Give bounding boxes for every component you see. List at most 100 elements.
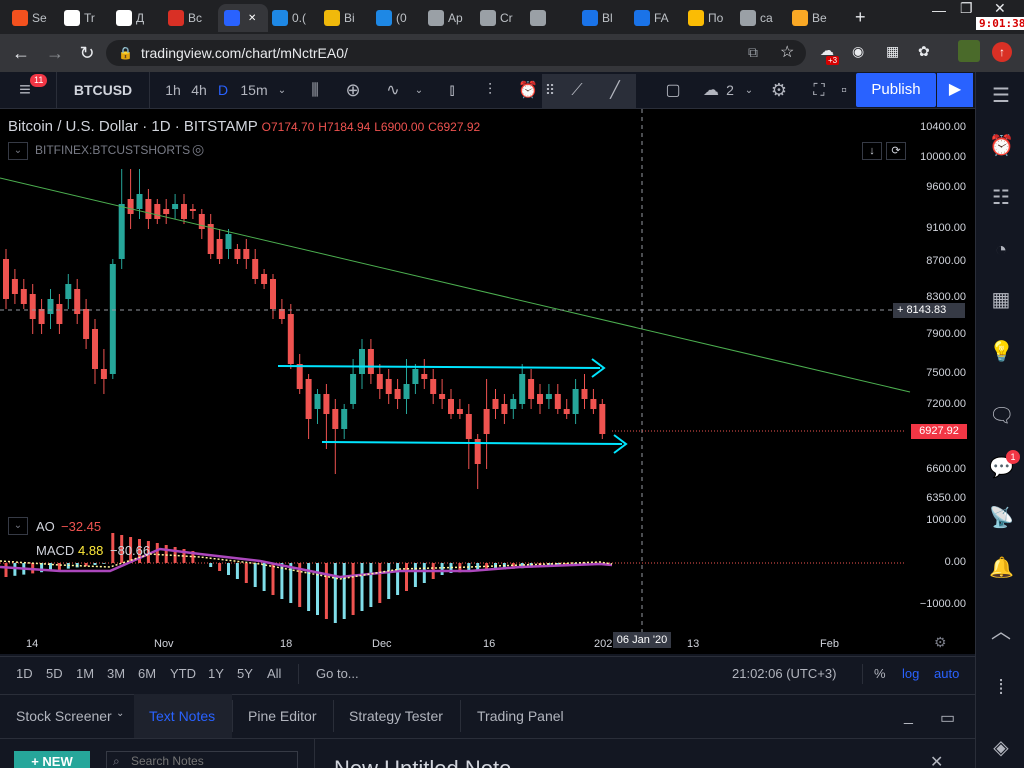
bookmark-star-icon[interactable]: ☆ bbox=[780, 44, 795, 61]
reset-chart-icon[interactable]: ⟳ bbox=[886, 142, 906, 160]
search-notes-field[interactable]: ⌕ bbox=[106, 751, 298, 768]
maximize-panel-icon[interactable]: ▭ bbox=[940, 710, 956, 727]
hide-eye-icon[interactable]: ◎ bbox=[192, 141, 205, 157]
streams-icon[interactable]: 📡 bbox=[989, 507, 1014, 529]
collapse-sidebar-icon[interactable]: ︿ bbox=[991, 621, 1011, 643]
chart-settings-gear-icon[interactable]: ⚙ bbox=[934, 634, 947, 650]
ideas-bulb-icon[interactable]: 💡 bbox=[989, 341, 1014, 363]
close-note-icon[interactable]: ✕ bbox=[930, 754, 944, 768]
add-alert-plus-icon[interactable]: + bbox=[897, 304, 904, 316]
timezone-clock[interactable]: 21:02:06 (UTC+3) bbox=[732, 666, 837, 681]
reload-icon[interactable]: ↻ bbox=[79, 43, 95, 63]
collapse-legend-icon[interactable]: ⌄ bbox=[8, 142, 28, 160]
extension-globe-icon[interactable]: ◉ bbox=[852, 43, 865, 59]
back-icon[interactable]: ← bbox=[12, 43, 30, 63]
tab-text-notes[interactable]: Text Notes bbox=[149, 708, 216, 724]
interval-4h[interactable]: 4h bbox=[191, 82, 207, 98]
interval-15m[interactable]: 15m bbox=[240, 82, 268, 98]
range-ytd[interactable]: YTD bbox=[170, 666, 196, 681]
calendar-icon[interactable]: ▦ bbox=[991, 289, 1011, 311]
alert-icon[interactable]: ⏰ bbox=[518, 82, 538, 99]
interval-1h[interactable]: 1h bbox=[165, 82, 181, 98]
restore-icon[interactable]: ❐ bbox=[960, 0, 973, 16]
hamburger-menu-icon[interactable]: ≡ bbox=[19, 79, 31, 101]
extension-flower-icon[interactable]: ✿ bbox=[918, 43, 930, 59]
range-1y[interactable]: 1Y bbox=[208, 666, 224, 681]
range-5y[interactable]: 5Y bbox=[237, 666, 253, 681]
range-1m[interactable]: 1M bbox=[76, 666, 95, 681]
browser-tab[interactable]: Se bbox=[12, 4, 58, 32]
auto-scale-toggle[interactable]: auto bbox=[934, 666, 960, 681]
browser-tab[interactable]: По bbox=[688, 4, 734, 32]
chats-icon[interactable]: 🗨 bbox=[989, 405, 1015, 427]
browser-tab[interactable]: Вс bbox=[168, 4, 214, 32]
financials-icon[interactable]: ⫾ bbox=[449, 82, 455, 99]
browser-tab[interactable]: Bl bbox=[582, 4, 628, 32]
scroll-down-icon[interactable]: ↓ bbox=[862, 142, 882, 160]
price-chart[interactable] bbox=[0, 109, 975, 654]
ray-tool-icon[interactable]: ╱ bbox=[610, 82, 620, 99]
help-icon[interactable]: ◈ bbox=[993, 737, 1009, 759]
new-tab-button[interactable]: + bbox=[855, 7, 866, 27]
browser-tab[interactable]: Be bbox=[792, 4, 838, 32]
templates-icon[interactable]: ⫶ bbox=[487, 82, 492, 99]
indicators-dropdown-icon[interactable]: ⌄ bbox=[414, 85, 424, 96]
alerts-clock-icon[interactable]: ⏰ bbox=[989, 135, 1014, 157]
indicators-icon[interactable]: ∿ bbox=[386, 82, 400, 99]
range-all[interactable]: All bbox=[267, 666, 282, 681]
forward-icon[interactable]: → bbox=[46, 43, 64, 63]
browser-tab[interactable]: Bi bbox=[324, 4, 370, 32]
publish-button[interactable]: Publish bbox=[856, 73, 936, 107]
url-field[interactable]: 🔒 tradingview.com/chart/mNctrEA0/ bbox=[106, 40, 806, 66]
notifications-bell-icon[interactable]: 🔔 bbox=[989, 557, 1014, 579]
close-tab-icon[interactable]: ✕ bbox=[248, 12, 257, 24]
layout-dropdown-icon[interactable]: ⌄ bbox=[744, 85, 754, 96]
range-3m[interactable]: 3M bbox=[107, 666, 126, 681]
drag-handle-icon[interactable]: ⠿ bbox=[544, 82, 556, 98]
goto-date-button[interactable]: Go to... bbox=[316, 666, 359, 681]
layout-cloud-icon[interactable]: ☁ bbox=[703, 82, 719, 99]
range-6m[interactable]: 6M bbox=[138, 666, 157, 681]
browser-tab[interactable] bbox=[530, 4, 576, 32]
screener-dropdown-icon[interactable]: ⌄ bbox=[116, 708, 125, 719]
compare-add-icon[interactable]: ⊕ bbox=[345, 80, 361, 100]
range-1d[interactable]: 1D bbox=[16, 666, 33, 681]
rectangle-tool-icon[interactable]: ▢ bbox=[665, 82, 681, 99]
browser-tab[interactable]: Tr bbox=[64, 4, 110, 32]
minimize-icon[interactable]: — bbox=[932, 2, 946, 18]
browser-tab[interactable]: FA bbox=[634, 4, 680, 32]
settings-gear-icon[interactable]: ⚙ bbox=[770, 80, 788, 100]
interval-dropdown-icon[interactable]: ⌄ bbox=[277, 85, 287, 96]
range-5d[interactable]: 5D bbox=[46, 666, 63, 681]
tab-pine-editor[interactable]: Pine Editor bbox=[248, 708, 317, 724]
browser-tab[interactable]: 0.( bbox=[272, 4, 318, 32]
fullscreen-icon[interactable]: ⛶ bbox=[813, 82, 825, 99]
log-scale-toggle[interactable]: log bbox=[902, 666, 920, 681]
translate-icon[interactable]: ⧉ bbox=[748, 44, 758, 60]
interval-d[interactable]: D bbox=[217, 82, 229, 98]
hotlist-icon[interactable]: ◔ bbox=[994, 239, 1008, 261]
tab-stock-screener[interactable]: Stock Screener bbox=[16, 708, 112, 724]
percent-scale-toggle[interactable]: % bbox=[874, 666, 886, 681]
browser-tab[interactable]: ✕ bbox=[218, 4, 268, 32]
browser-tab[interactable]: (0 bbox=[376, 4, 422, 32]
new-note-button[interactable]: + NEW bbox=[14, 751, 90, 768]
update-icon[interactable]: ↑ bbox=[992, 42, 1012, 62]
candle-style-icon[interactable]: ⫼ bbox=[311, 82, 319, 99]
browser-tab[interactable]: Cr bbox=[480, 4, 526, 32]
browser-tab[interactable]: Ap bbox=[428, 4, 474, 32]
drag-dots-icon[interactable]: ⁞ bbox=[998, 677, 1004, 699]
profile-avatar[interactable] bbox=[958, 40, 980, 62]
symbol-search[interactable]: BTCUSD bbox=[56, 72, 150, 109]
snapshot-icon[interactable]: ▫ bbox=[841, 82, 847, 99]
trendline-tool-icon[interactable]: ⟋ bbox=[571, 82, 583, 99]
browser-tab[interactable]: Д bbox=[116, 4, 162, 32]
watchlist-icon[interactable]: ☰ bbox=[992, 85, 1010, 107]
extension-cloud-icon[interactable]: ☁ bbox=[820, 42, 834, 58]
search-notes-input[interactable] bbox=[131, 754, 291, 768]
tab-trading-panel[interactable]: Trading Panel bbox=[477, 708, 564, 724]
close-window-icon[interactable]: ✕ bbox=[994, 0, 1006, 16]
tab-strategy-tester[interactable]: Strategy Tester bbox=[349, 708, 443, 724]
note-title[interactable]: New Untitled Note bbox=[334, 756, 511, 768]
extension-bb-icon[interactable]: ▦ bbox=[886, 43, 900, 59]
